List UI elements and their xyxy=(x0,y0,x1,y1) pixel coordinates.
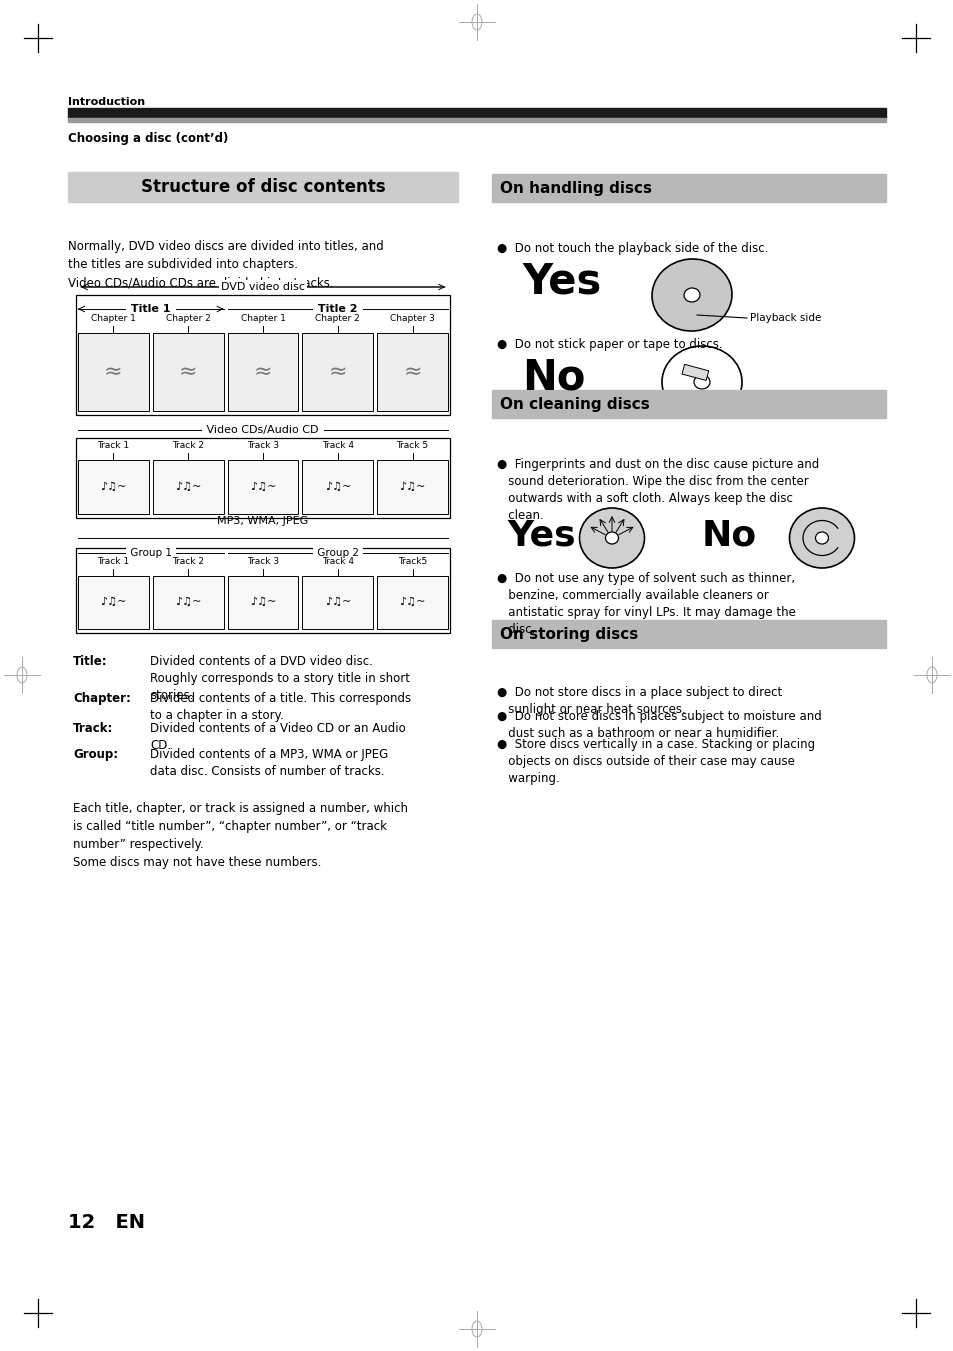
Text: Track 1: Track 1 xyxy=(97,557,130,566)
Text: On cleaning discs: On cleaning discs xyxy=(499,396,649,412)
Text: No: No xyxy=(701,517,757,553)
Text: ♪♫~: ♪♫~ xyxy=(324,482,351,492)
Text: Group:: Group: xyxy=(73,748,118,761)
Text: ●  Do not store discs in a place subject to direct
   sunlight or near heat sour: ● Do not store discs in a place subject … xyxy=(497,686,781,716)
Text: No: No xyxy=(521,357,585,399)
Text: Group 2: Group 2 xyxy=(314,549,361,558)
Ellipse shape xyxy=(693,376,709,389)
Text: Track:: Track: xyxy=(73,721,113,735)
Text: ♪♫~: ♪♫~ xyxy=(250,597,276,608)
Ellipse shape xyxy=(815,532,827,544)
Text: Chapter 1: Chapter 1 xyxy=(240,313,285,323)
Text: Structure of disc contents: Structure of disc contents xyxy=(140,178,385,196)
Text: Video CDs/Audio CD: Video CDs/Audio CD xyxy=(203,426,322,435)
Bar xyxy=(492,174,885,203)
Text: ♪♫~: ♪♫~ xyxy=(399,597,425,608)
Text: ≈: ≈ xyxy=(403,362,421,382)
Text: Track 4: Track 4 xyxy=(321,440,354,450)
Ellipse shape xyxy=(789,508,854,567)
Ellipse shape xyxy=(651,259,731,331)
Bar xyxy=(76,438,450,517)
Text: Chapter 1: Chapter 1 xyxy=(91,313,135,323)
Text: Playback side: Playback side xyxy=(749,313,821,323)
Bar xyxy=(228,576,298,630)
Text: Divided contents of a Video CD or an Audio
CD.: Divided contents of a Video CD or an Aud… xyxy=(150,721,405,753)
Text: ●  Do not use any type of solvent such as thinner,
   benzine, commercially avai: ● Do not use any type of solvent such as… xyxy=(497,571,795,636)
Text: Choosing a disc (cont’d): Choosing a disc (cont’d) xyxy=(68,132,228,145)
Bar xyxy=(492,390,885,417)
Text: ♪♫~: ♪♫~ xyxy=(399,482,425,492)
Text: Introduction: Introduction xyxy=(68,97,145,107)
Bar xyxy=(681,365,708,381)
Text: Title 2: Title 2 xyxy=(314,304,361,313)
Text: Track 3: Track 3 xyxy=(247,440,279,450)
Text: ♪♫~: ♪♫~ xyxy=(100,482,127,492)
Text: ●  Do not store discs in places subject to moisture and
   dust such as a bathro: ● Do not store discs in places subject t… xyxy=(497,711,821,740)
Ellipse shape xyxy=(578,508,644,567)
Text: Yes: Yes xyxy=(506,517,575,553)
Text: Title:: Title: xyxy=(73,655,108,667)
Bar xyxy=(78,332,149,411)
Text: Track 2: Track 2 xyxy=(172,557,204,566)
Text: ♪♫~: ♪♫~ xyxy=(100,597,127,608)
Text: Divided contents of a DVD video disc.
Roughly corresponds to a story title in sh: Divided contents of a DVD video disc. Ro… xyxy=(150,655,410,703)
Text: ≈: ≈ xyxy=(328,362,347,382)
Bar xyxy=(68,172,457,203)
Text: Each title, chapter, or track is assigned a number, which
is called “title numbe: Each title, chapter, or track is assigne… xyxy=(73,802,408,869)
Text: MP3, WMA, JPEG: MP3, WMA, JPEG xyxy=(217,516,309,526)
Bar xyxy=(376,576,448,630)
Text: Track 2: Track 2 xyxy=(172,440,204,450)
Text: Chapter 2: Chapter 2 xyxy=(315,313,360,323)
Text: ♪♫~: ♪♫~ xyxy=(250,482,276,492)
Text: DVD video disc: DVD video disc xyxy=(221,282,305,292)
Bar xyxy=(302,332,373,411)
Text: Yes: Yes xyxy=(521,259,600,303)
Bar xyxy=(76,549,450,634)
Text: Track 1: Track 1 xyxy=(97,440,130,450)
Ellipse shape xyxy=(661,346,741,417)
Text: ≈: ≈ xyxy=(104,362,123,382)
Text: ≈: ≈ xyxy=(179,362,197,382)
Bar xyxy=(376,332,448,411)
Bar xyxy=(78,576,149,630)
Text: Divided contents of a MP3, WMA or JPEG
data disc. Consists of number of tracks.: Divided contents of a MP3, WMA or JPEG d… xyxy=(150,748,388,778)
Bar xyxy=(76,295,450,415)
Bar xyxy=(302,576,373,630)
Text: Group 1: Group 1 xyxy=(127,549,174,558)
Bar xyxy=(68,118,885,122)
Text: On handling discs: On handling discs xyxy=(499,181,651,196)
Text: Track5: Track5 xyxy=(397,557,427,566)
Text: Chapter 2: Chapter 2 xyxy=(166,313,211,323)
Bar xyxy=(68,108,885,118)
Bar xyxy=(376,459,448,513)
Ellipse shape xyxy=(683,288,700,303)
Text: 12   EN: 12 EN xyxy=(68,1213,145,1232)
Text: ♪♫~: ♪♫~ xyxy=(174,482,201,492)
Text: Track 4: Track 4 xyxy=(321,557,354,566)
Bar xyxy=(152,332,223,411)
Bar xyxy=(152,576,223,630)
Text: ●  Store discs vertically in a case. Stacking or placing
   objects on discs out: ● Store discs vertically in a case. Stac… xyxy=(497,738,814,785)
Bar xyxy=(302,459,373,513)
Text: ●  Do not stick paper or tape to discs.: ● Do not stick paper or tape to discs. xyxy=(497,338,721,351)
Text: ≈: ≈ xyxy=(253,362,272,382)
Bar xyxy=(78,459,149,513)
Bar xyxy=(492,620,885,648)
Text: Track 3: Track 3 xyxy=(247,557,279,566)
Bar xyxy=(228,459,298,513)
Text: Normally, DVD video discs are divided into titles, and
the titles are subdivided: Normally, DVD video discs are divided in… xyxy=(68,240,383,289)
Text: Title 1: Title 1 xyxy=(127,304,174,313)
Text: Divided contents of a title. This corresponds
to a chapter in a story.: Divided contents of a title. This corres… xyxy=(150,692,411,721)
Text: ♪♫~: ♪♫~ xyxy=(324,597,351,608)
Ellipse shape xyxy=(605,532,618,544)
Text: Track 5: Track 5 xyxy=(396,440,428,450)
Text: ●  Do not touch the playback side of the disc.: ● Do not touch the playback side of the … xyxy=(497,242,767,255)
Bar xyxy=(228,332,298,411)
Text: ●  Fingerprints and dust on the disc cause picture and
   sound deterioration. W: ● Fingerprints and dust on the disc caus… xyxy=(497,458,819,521)
Text: Chapter 3: Chapter 3 xyxy=(390,313,435,323)
Text: ♪♫~: ♪♫~ xyxy=(174,597,201,608)
Bar xyxy=(152,459,223,513)
Text: On storing discs: On storing discs xyxy=(499,627,638,642)
Text: Chapter:: Chapter: xyxy=(73,692,131,705)
